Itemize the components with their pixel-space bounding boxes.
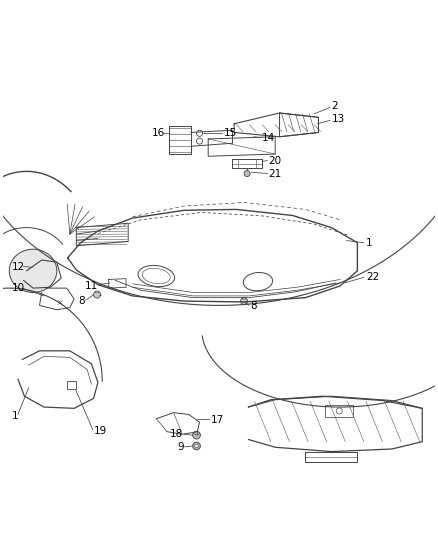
Text: 2: 2	[332, 101, 338, 111]
Text: 16: 16	[152, 128, 165, 138]
Text: 1: 1	[12, 411, 19, 421]
Text: 14: 14	[262, 133, 276, 143]
Circle shape	[195, 444, 198, 448]
Text: 8: 8	[250, 301, 257, 311]
Text: 13: 13	[332, 115, 345, 125]
Ellipse shape	[9, 249, 57, 293]
Text: 10: 10	[11, 283, 25, 293]
Circle shape	[193, 431, 201, 439]
Text: 21: 21	[269, 168, 282, 179]
Bar	[325, 405, 353, 417]
Text: 20: 20	[269, 156, 282, 166]
Circle shape	[193, 442, 201, 450]
Circle shape	[240, 297, 247, 304]
Text: 8: 8	[78, 296, 85, 306]
Text: 9: 9	[177, 442, 184, 453]
Text: 22: 22	[366, 272, 379, 282]
Text: 18: 18	[170, 429, 184, 439]
Text: 15: 15	[223, 128, 237, 138]
Text: 1: 1	[366, 238, 373, 248]
Text: 12: 12	[11, 262, 25, 271]
Circle shape	[94, 291, 100, 298]
Text: 17: 17	[210, 415, 224, 425]
Text: 11: 11	[85, 281, 98, 291]
Bar	[67, 381, 76, 389]
Text: 19: 19	[94, 426, 107, 436]
Circle shape	[244, 171, 250, 176]
